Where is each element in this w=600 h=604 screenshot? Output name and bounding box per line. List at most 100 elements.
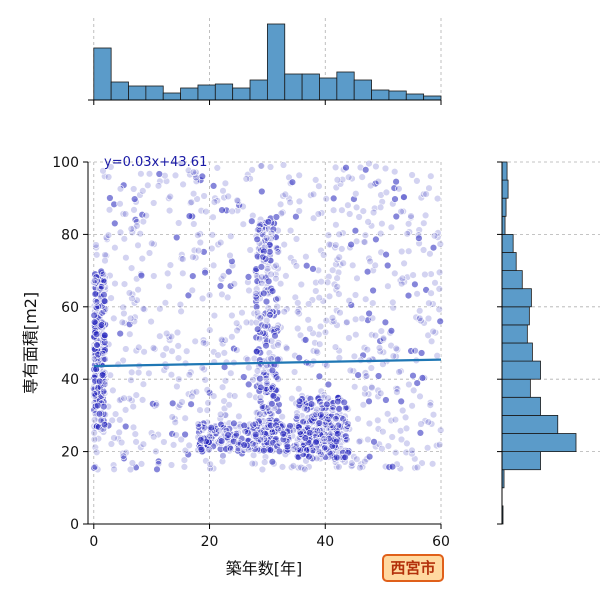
scatter-point [218,290,226,299]
scatter-point [121,210,130,218]
scatter-point [171,171,180,180]
city-badge: 西宮市 [382,554,444,582]
scatter-point [427,337,436,345]
scatter-point [356,464,364,472]
scatter-point [342,319,351,327]
scatter-point [148,239,156,248]
x-hist-bar [128,85,147,101]
scatter-point [219,187,227,195]
scatter-point [209,182,218,190]
scatter-point [136,191,144,199]
scatter-point [225,401,233,409]
scatter-point [266,311,274,319]
scatter-point [152,447,160,456]
x-hist-bar [405,93,425,101]
scatter-point [374,177,383,186]
scatter-point [245,391,254,399]
scatter-point [260,289,268,297]
scatter-point [139,380,148,388]
scatter-point [176,300,185,309]
scatter-point [335,253,343,261]
y-hist-bar [501,396,541,416]
scatter-point [320,251,328,259]
scatter-point [274,248,282,256]
scatter-points [90,159,445,474]
scatter-point [261,322,269,330]
scatter-point [372,235,380,244]
scatter-point [377,389,385,397]
scatter-point [413,290,421,298]
scatter-point [316,322,325,331]
scatter-point [239,220,248,228]
scatter-point [323,400,331,409]
scatter-point [350,195,358,203]
regression-equation-label: y=0.03x+43.61 [104,155,207,170]
scatter-point [359,207,367,215]
scatter-point [216,282,225,290]
scatter-point [190,246,199,255]
scatter-point [417,349,426,357]
scatter-point [267,337,276,345]
scatter-point [421,211,430,220]
scatter-point [256,410,264,418]
scatter-point [294,324,302,333]
scatter-point [388,433,396,441]
scatter-point [383,410,392,418]
scatter-point [290,258,298,266]
scatter-point [192,254,200,262]
scatter-point [353,455,361,463]
scatter-point [227,232,235,241]
scatter-point [424,314,433,323]
scatter-point [177,307,185,316]
scatter-point [246,175,254,183]
x-tick-label: 0 [89,534,98,550]
scatter-point [136,230,144,238]
scatter-point [224,431,232,439]
scatter-point [299,418,307,426]
scatter-point [257,383,265,392]
scatter-point [312,176,320,184]
scatter-point [358,173,366,181]
scatter-point [384,442,393,450]
scatter-point [343,318,351,326]
scatter-point [340,398,348,407]
y-tick-label: 80 [61,227,79,243]
scatter-point [415,234,423,242]
scatter-point [100,421,109,429]
scatter-point [224,293,232,302]
scatter-point [217,410,225,419]
scatter-point [159,351,167,359]
scatter-point [408,171,416,179]
scatter-point [322,316,330,325]
scatter-point [400,259,408,268]
scatter-point [335,290,343,298]
scatter-point [92,243,100,252]
scatter-point [237,434,246,443]
scatter-point [408,402,416,410]
scatter-point [200,424,209,432]
scatter-point [197,436,205,444]
scatter-point [190,220,198,228]
scatter-point [325,292,334,300]
scatter-point [256,314,264,322]
scatter-point [116,200,124,208]
scatter-point [110,314,118,323]
scatter-point [295,397,304,405]
scatter-point [346,366,355,375]
scatter-point [391,195,399,203]
scatter-point [262,297,271,306]
scatter-point [90,318,99,326]
scatter-point [395,185,403,193]
scatter-point [242,175,251,183]
scatter-point [395,368,403,376]
scatter-point [214,351,222,359]
scatter-point [188,392,196,400]
scatter-point [181,414,189,422]
scatter-point [134,368,143,377]
scatter-point [173,328,182,337]
scatter-point [248,166,256,174]
scatter-point [181,430,189,439]
scatter-point [322,195,330,203]
scatter-point [369,286,377,295]
